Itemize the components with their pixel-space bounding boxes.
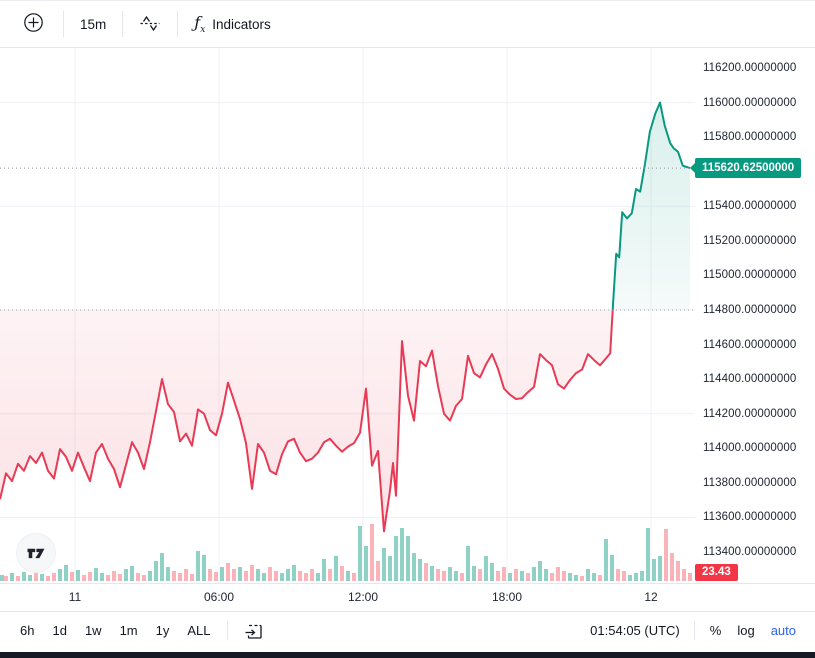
indicators-label: Indicators xyxy=(212,16,271,32)
range-button-1d[interactable]: 1d xyxy=(44,619,74,642)
y-axis-label: 114400.00000000 xyxy=(703,373,797,386)
toolbar-separator xyxy=(63,11,64,37)
scale-controls: 01:54:05 (UTC) % log auto xyxy=(584,619,803,642)
auto-scale-button[interactable]: auto xyxy=(764,619,803,642)
go-to-date-button[interactable] xyxy=(236,617,272,645)
x-axis-label: 12 xyxy=(644,590,658,604)
tradingview-logo[interactable] xyxy=(17,534,55,572)
range-button-1m[interactable]: 1m xyxy=(112,619,146,642)
bottom-dark-strip xyxy=(0,652,815,658)
range-button-6h[interactable]: 6h xyxy=(12,619,42,642)
volume-value-badge: 23.43 xyxy=(695,564,738,581)
x-axis-label: 12:00 xyxy=(347,590,379,604)
toolbar-separator xyxy=(226,621,228,640)
price-axis[interactable]: 116200.00000000 116000.00000000 115800.000… xyxy=(689,48,815,583)
y-axis-label: 115000.00000000 xyxy=(703,269,797,282)
indicators-button[interactable]: ƒx Indicators xyxy=(182,5,283,43)
x-axis-label: 18:00 xyxy=(491,590,523,604)
range-button-all[interactable]: ALL xyxy=(179,619,218,642)
chart-area[interactable]: 116200.00000000 116000.00000000 115800.000… xyxy=(0,48,815,583)
y-axis-label: 115400.00000000 xyxy=(703,200,797,213)
chart-style-button[interactable] xyxy=(127,5,173,43)
y-axis-label: 115200.00000000 xyxy=(703,234,797,247)
range-button-1y[interactable]: 1y xyxy=(148,619,178,642)
bottom-toolbar: 6h 1d 1w 1m 1y ALL 01:54:05 (UTC) % log auto xyxy=(0,611,815,649)
toolbar-separator xyxy=(122,11,124,37)
y-axis-label: 114800.00000000 xyxy=(703,303,797,316)
x-axis-label: 11 xyxy=(68,590,82,604)
current-price-badge: 115620.62500000 xyxy=(689,158,802,179)
fx-icon: ƒx xyxy=(194,12,206,36)
range-button-1w[interactable]: 1w xyxy=(77,619,110,642)
y-axis-label: 116200.00000000 xyxy=(703,61,797,74)
y-axis-label: 113400.00000000 xyxy=(703,545,797,558)
y-axis-label: 115800.00000000 xyxy=(703,131,797,144)
crosshair-button[interactable] xyxy=(8,5,59,43)
interval-button[interactable]: 15m xyxy=(68,5,118,43)
circle-plus-icon xyxy=(20,9,47,39)
go-to-date-icon xyxy=(245,624,262,639)
toolbar-separator xyxy=(693,621,695,640)
y-axis-label: 113600.00000000 xyxy=(703,511,797,524)
top-toolbar: 15m ƒx Indicators xyxy=(0,1,815,48)
log-scale-button[interactable]: log xyxy=(730,619,761,642)
time-axis[interactable]: 11 06:00 12:00 18:00 12 xyxy=(0,583,815,611)
interval-label: 15m xyxy=(80,16,107,32)
toolbar-separator xyxy=(177,11,179,37)
x-axis-label: 06:00 xyxy=(203,590,235,604)
y-axis-label: 113800.00000000 xyxy=(703,476,797,489)
range-buttons: 6h 1d 1w 1m 1y ALL xyxy=(12,617,272,645)
price-chart[interactable] xyxy=(0,48,695,583)
baseline-style-icon xyxy=(139,13,161,36)
y-axis-label: 114200.00000000 xyxy=(703,407,797,420)
percent-scale-button[interactable]: % xyxy=(703,619,729,642)
y-axis-label: 116000.00000000 xyxy=(703,96,797,109)
y-axis-label: 114600.00000000 xyxy=(703,338,797,351)
y-axis-label: 114000.00000000 xyxy=(703,442,797,455)
clock-button[interactable]: 01:54:05 (UTC) xyxy=(584,619,686,642)
